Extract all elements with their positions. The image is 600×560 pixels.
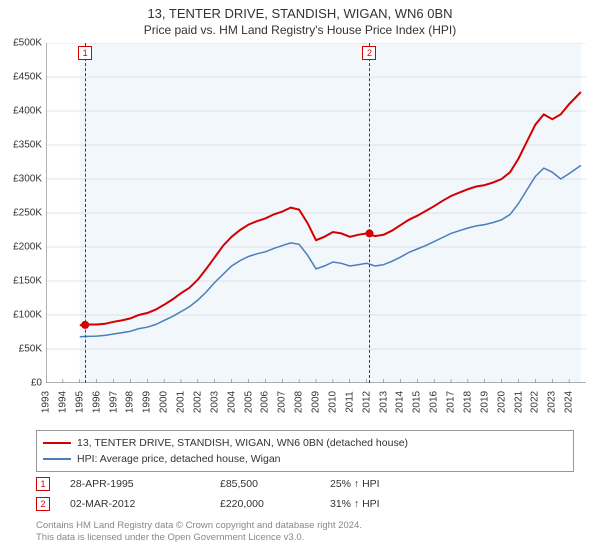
plot-sale-marker-icon: 2 — [362, 46, 376, 60]
footer: Contains HM Land Registry data © Crown c… — [36, 520, 574, 545]
x-tick-label: 2007 — [277, 391, 288, 413]
y-tick-label: £300K — [2, 174, 42, 185]
x-tick-label: 1993 — [41, 391, 52, 413]
x-tick-label: 2005 — [243, 391, 254, 413]
x-tick-label: 2001 — [176, 391, 187, 413]
x-tick-label: 2016 — [429, 391, 440, 413]
x-tick-label: 2013 — [378, 391, 389, 413]
x-tick-label: 2018 — [462, 391, 473, 413]
x-tick-label: 2000 — [159, 391, 170, 413]
x-tick-label: 2006 — [260, 391, 271, 413]
legend-swatch — [43, 458, 71, 460]
x-tick-label: 2019 — [479, 391, 490, 413]
chart-svg — [46, 43, 586, 383]
sales-table: 1 28-APR-1995 £85,500 25% ↑ HPI 2 02-MAR… — [36, 474, 574, 514]
legend-swatch — [43, 442, 71, 444]
legend-row: 13, TENTER DRIVE, STANDISH, WIGAN, WN6 0… — [43, 435, 567, 451]
x-tick-label: 2004 — [226, 391, 237, 413]
x-tick-label: 2009 — [311, 391, 322, 413]
x-tick-label: 2022 — [530, 391, 541, 413]
x-tick-label: 2015 — [412, 391, 423, 413]
footer-line: Contains HM Land Registry data © Crown c… — [36, 520, 574, 532]
x-tick-label: 2002 — [192, 391, 203, 413]
x-tick-label: 2020 — [496, 391, 507, 413]
legend: 13, TENTER DRIVE, STANDISH, WIGAN, WN6 0… — [36, 430, 574, 472]
legend-row: HPI: Average price, detached house, Wiga… — [43, 451, 567, 467]
y-tick-label: £400K — [2, 106, 42, 117]
x-tick-label: 2017 — [446, 391, 457, 413]
sales-row: 2 02-MAR-2012 £220,000 31% ↑ HPI — [36, 494, 574, 514]
x-tick-label: 2023 — [547, 391, 558, 413]
x-tick-label: 2024 — [564, 391, 575, 413]
y-tick-label: £0 — [2, 378, 42, 389]
sales-date: 28-APR-1995 — [70, 478, 220, 490]
x-tick-label: 1999 — [142, 391, 153, 413]
y-tick-label: £250K — [2, 208, 42, 219]
y-tick-label: £50K — [2, 344, 42, 355]
y-tick-label: £350K — [2, 140, 42, 151]
page-subtitle: Price paid vs. HM Land Registry's House … — [0, 23, 600, 37]
sales-marker-cell: 2 — [36, 497, 70, 511]
sales-date: 02-MAR-2012 — [70, 498, 220, 510]
x-tick-label: 1998 — [125, 391, 136, 413]
legend-label: HPI: Average price, detached house, Wiga… — [77, 453, 281, 465]
x-tick-label: 2008 — [294, 391, 305, 413]
x-tick-label: 1995 — [74, 391, 85, 413]
y-tick-label: £500K — [2, 38, 42, 49]
footer-line: This data is licensed under the Open Gov… — [36, 532, 574, 544]
x-tick-label: 2010 — [327, 391, 338, 413]
sales-row: 1 28-APR-1995 £85,500 25% ↑ HPI — [36, 474, 574, 494]
sales-price: £220,000 — [220, 498, 330, 510]
page-title: 13, TENTER DRIVE, STANDISH, WIGAN, WN6 0… — [0, 6, 600, 21]
x-tick-label: 2011 — [344, 391, 355, 413]
x-tick-label: 1994 — [57, 391, 68, 413]
x-axis: 1993199419951996199719981999200020012002… — [46, 388, 586, 428]
y-tick-label: £100K — [2, 310, 42, 321]
y-tick-label: £450K — [2, 72, 42, 83]
x-tick-label: 2014 — [395, 391, 406, 413]
sales-price: £85,500 — [220, 478, 330, 490]
x-tick-label: 1997 — [108, 391, 119, 413]
legend-label: 13, TENTER DRIVE, STANDISH, WIGAN, WN6 0… — [77, 437, 408, 449]
sales-marker-cell: 1 — [36, 477, 70, 491]
x-tick-label: 2012 — [361, 391, 372, 413]
sale-marker-icon: 1 — [36, 477, 50, 491]
x-tick-label: 2021 — [513, 391, 524, 413]
x-tick-label: 2003 — [209, 391, 220, 413]
sales-diff: 31% ↑ HPI — [330, 498, 450, 510]
x-tick-label: 1996 — [91, 391, 102, 413]
price-chart: £0£50K£100K£150K£200K£250K£300K£350K£400… — [46, 43, 586, 383]
sale-marker-icon: 2 — [36, 497, 50, 511]
y-tick-label: £150K — [2, 276, 42, 287]
plot-sale-marker-icon: 1 — [78, 46, 92, 60]
y-axis: £0£50K£100K£150K£200K£250K£300K£350K£400… — [2, 43, 42, 383]
sales-diff: 25% ↑ HPI — [330, 478, 450, 490]
y-tick-label: £200K — [2, 242, 42, 253]
